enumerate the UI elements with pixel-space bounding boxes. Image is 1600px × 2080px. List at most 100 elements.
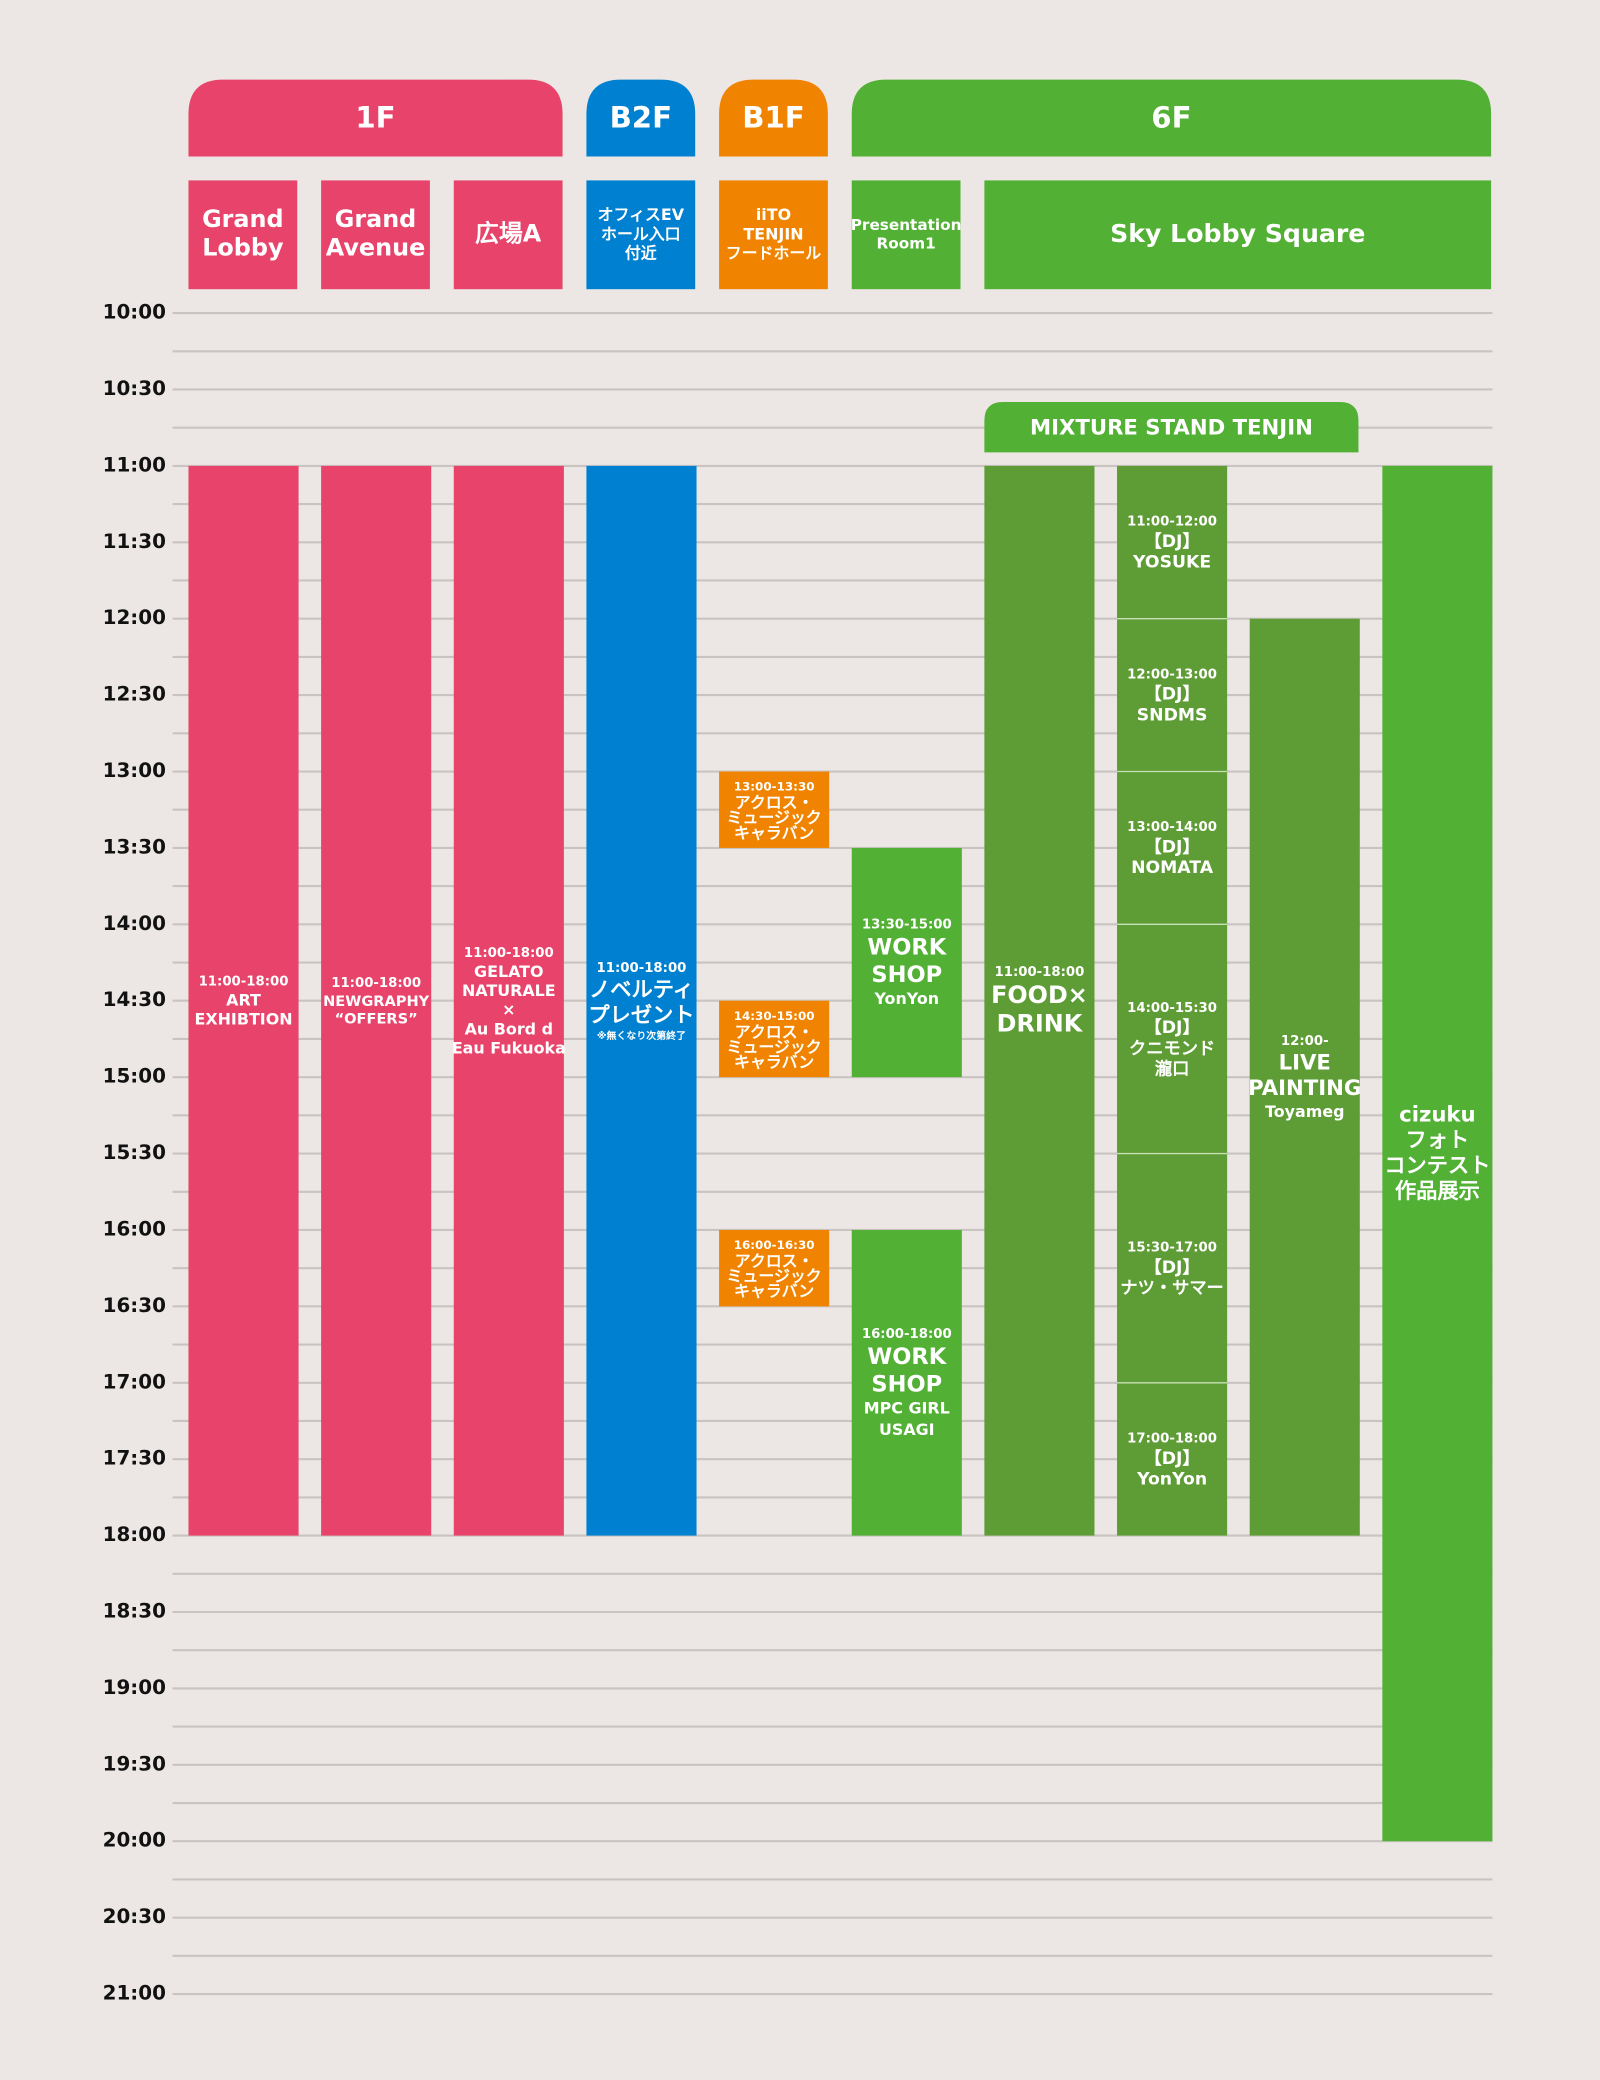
event-title: 瀧口 xyxy=(1155,1059,1189,1080)
event-title: NATURALE xyxy=(462,981,556,1000)
room-header xyxy=(321,180,430,290)
time: 12:00-13:00 xyxy=(1127,667,1217,682)
event-title: ART xyxy=(226,991,261,1010)
time: 11:00-18:00 xyxy=(597,961,687,976)
event-title: LIVE xyxy=(1279,1051,1331,1076)
time: 11:00-18:00 xyxy=(331,976,421,991)
floor-label: B2F xyxy=(610,100,672,134)
room-label: Avenue xyxy=(326,234,426,262)
time: 11:00-12:00 xyxy=(1127,515,1217,530)
event-title: コンテスト xyxy=(1384,1153,1490,1178)
room-label: Room1 xyxy=(877,234,936,252)
stage-label: MIXTURE STAND TENJIN xyxy=(1030,415,1313,440)
event-title: × xyxy=(502,1000,515,1019)
event-title: 【DJ】 xyxy=(1144,1257,1199,1278)
room-label: フードホール xyxy=(726,243,822,262)
event-block xyxy=(984,465,1095,1536)
event-title: SHOP xyxy=(871,962,942,988)
time-label: 19:30 xyxy=(103,1752,166,1775)
event-title: 作品展示 xyxy=(1395,1179,1480,1204)
time-label: 15:00 xyxy=(103,1065,166,1088)
event-title: EXHIBTION xyxy=(194,1010,292,1029)
event-title: ナツ・サマー xyxy=(1120,1278,1223,1298)
event-title: ミュージック xyxy=(727,1037,822,1056)
floor-label: 1F xyxy=(355,100,395,134)
time-label: 15:30 xyxy=(103,1141,166,1164)
event-title: NOMATA xyxy=(1131,858,1214,878)
time-label: 12:00 xyxy=(103,606,166,629)
time: 16:00-16:30 xyxy=(734,1238,815,1252)
floor-tab xyxy=(851,79,1492,157)
event-title: キャラバン xyxy=(734,1282,814,1301)
time-label: 14:00 xyxy=(103,912,166,935)
event-block xyxy=(1117,1382,1228,1536)
time: 12:00- xyxy=(1281,1034,1329,1049)
time: 11:00-18:00 xyxy=(199,975,289,990)
room-header xyxy=(984,180,1492,290)
event-title: YOSUKE xyxy=(1132,553,1211,573)
event-block xyxy=(453,465,564,1536)
floor-tab xyxy=(586,79,696,157)
time: 14:30-15:00 xyxy=(734,1009,815,1023)
event-title: SHOP xyxy=(871,1371,942,1397)
room-label: Grand xyxy=(335,205,417,233)
room-label: オフィスEV xyxy=(598,205,685,224)
event-block xyxy=(1117,1153,1228,1383)
room-label: Grand xyxy=(202,205,284,233)
time-label: 13:30 xyxy=(103,835,166,858)
event-block xyxy=(586,465,697,1536)
event-title: “OFFERS” xyxy=(335,1010,418,1027)
floor-tab xyxy=(188,79,563,157)
event-title: cizuku xyxy=(1399,1102,1476,1127)
time-label: 18:00 xyxy=(103,1523,166,1546)
event-title: アクロス・ xyxy=(735,1251,814,1270)
event-title: アクロス・ xyxy=(735,793,814,812)
room-header xyxy=(586,180,696,290)
event-title: WORK xyxy=(867,935,947,961)
floor-label: B1F xyxy=(742,100,804,134)
stage-tab xyxy=(984,401,1359,453)
room-header xyxy=(851,180,961,290)
time: 13:30-15:00 xyxy=(862,918,952,933)
time-label: 13:00 xyxy=(103,759,166,782)
event-block xyxy=(851,1229,962,1536)
time-label: 10:30 xyxy=(103,377,166,400)
room-header xyxy=(453,180,563,290)
room-label: Lobby xyxy=(202,234,284,262)
event-title: ミュージック xyxy=(727,1267,822,1286)
event-title: ノベルティ xyxy=(589,978,694,1003)
room-label: Presentation xyxy=(851,216,962,234)
event-block xyxy=(188,465,299,1536)
time-label: 17:00 xyxy=(103,1370,166,1393)
room-header xyxy=(188,180,298,290)
event-block xyxy=(719,1000,830,1078)
event-title: 【DJ】 xyxy=(1144,1448,1199,1469)
room-label: TENJIN xyxy=(743,224,803,243)
event-block xyxy=(719,1229,830,1307)
event-title: NEWGRAPHY xyxy=(323,993,430,1010)
event-subtitle: Toyameg xyxy=(1265,1102,1345,1121)
time-label: 19:00 xyxy=(103,1676,166,1699)
event-title: フォト xyxy=(1406,1128,1470,1153)
time: 14:00-15:30 xyxy=(1127,1001,1217,1016)
time-label: 20:30 xyxy=(103,1905,166,1928)
room-header xyxy=(719,180,828,290)
event-block xyxy=(719,771,830,848)
event-title: FOOD× xyxy=(991,981,1088,1009)
time-label: 14:30 xyxy=(103,988,166,1011)
floor-tab xyxy=(719,79,828,157)
event-subtitle: USAGI xyxy=(879,1420,935,1439)
time: 11:00-18:00 xyxy=(464,946,554,961)
time-label: 11:30 xyxy=(103,530,166,553)
event-title: YonYon xyxy=(1136,1469,1207,1489)
time-label: 21:00 xyxy=(103,1982,166,2005)
event-note: ※無くなり次第終了 xyxy=(597,1029,686,1042)
event-title: 【DJ】 xyxy=(1144,531,1199,552)
event-title: Eau Fukuoka xyxy=(452,1038,566,1057)
event-subtitle: YonYon xyxy=(873,989,939,1008)
time: 15:30-17:00 xyxy=(1127,1240,1217,1255)
event-block xyxy=(1117,924,1228,1154)
time: 13:00-13:30 xyxy=(734,780,815,794)
event-block xyxy=(1117,465,1228,619)
